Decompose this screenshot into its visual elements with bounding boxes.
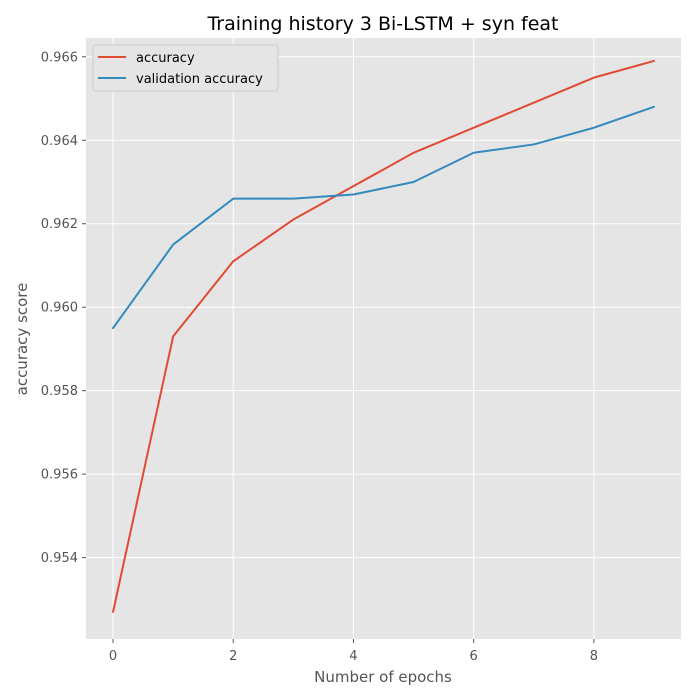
y-tick-label: 0.958 [41,384,78,399]
legend: accuracy validation accuracy [92,44,279,92]
x-axis-label: Number of epochs [314,668,452,686]
legend-label-validation-accuracy: validation accuracy [136,72,263,87]
x-tick-label: 6 [470,649,478,664]
y-tick-label: 0.962 [41,217,78,232]
y-tick-label: 0.964 [41,134,78,149]
y-axis-label: accuracy score [13,283,31,396]
chart-title: Training history 3 Bi-LSTM + syn feat [206,13,558,35]
x-tick-label: 2 [229,649,237,664]
legend-label-accuracy: accuracy [136,51,195,66]
plot-area [86,38,681,639]
y-tick-label: 0.954 [41,551,78,566]
y-tick-label: 0.966 [41,50,78,65]
x-tick-label: 4 [349,649,357,664]
grid-lines [86,38,681,639]
x-tick-label: 8 [590,649,598,664]
legend-box [92,44,279,92]
y-tick-label: 0.960 [41,301,78,316]
y-axis-ticks: 0.954 0.956 0.958 0.960 0.962 0.964 0.966 [41,50,86,566]
x-axis-ticks: 0 2 4 6 8 [109,639,598,664]
series-line-accuracy [112,59,655,613]
series-line-validation-accuracy [112,105,655,330]
y-tick-label: 0.956 [41,468,78,483]
series-layer [112,59,655,613]
x-tick-label: 0 [109,649,117,664]
